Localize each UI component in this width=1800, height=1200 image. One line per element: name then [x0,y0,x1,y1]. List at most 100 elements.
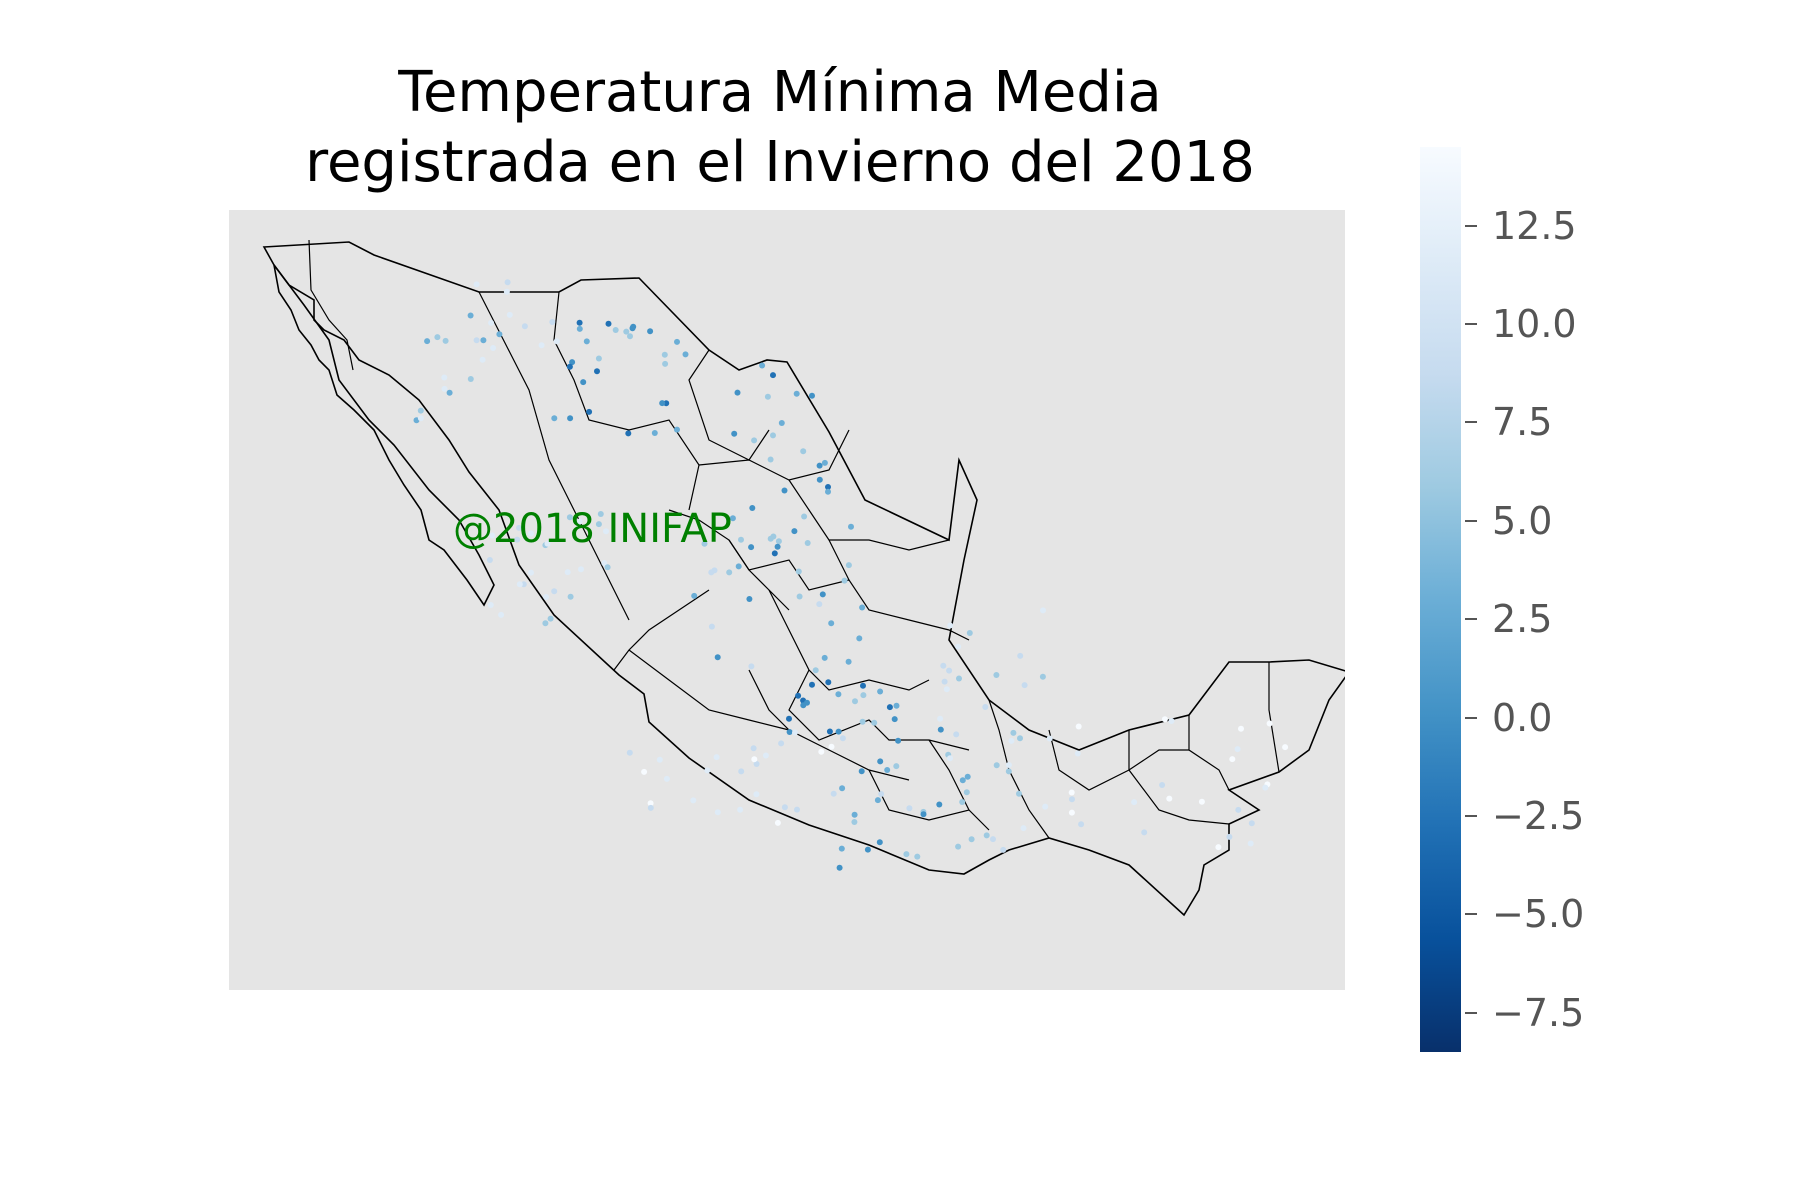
station-point [821,459,828,466]
colorbar-tick-label-7: −5.0 [1492,892,1585,937]
station-point [936,801,943,808]
station-point [701,540,708,547]
map-plot-area: @2018 INIFAP [229,210,1345,990]
station-point [1247,840,1254,847]
station-point [496,331,503,338]
station-point [748,544,755,551]
station-point [1166,795,1173,802]
station-point [446,389,453,396]
station-point [486,557,493,563]
station-point [564,569,571,576]
station-point [1017,652,1024,659]
station-point [893,763,900,770]
station-point [549,319,556,325]
station-point [576,319,583,326]
station-point [749,505,756,511]
colorbar-tick-0 [1465,224,1477,227]
station-point [795,692,802,699]
baja-california-outline [273,264,495,607]
station-point [835,691,842,698]
station-point [767,456,774,463]
station-point [877,758,884,765]
colorbar-tick-label-5: 0.0 [1492,695,1553,740]
station-point [1235,806,1242,813]
station-point [661,351,668,358]
station-point [746,596,753,602]
station-point [424,338,431,345]
station-point [759,362,766,369]
station-point [891,716,898,723]
station-point [859,718,866,725]
station-point [821,654,828,661]
station-point [576,325,583,332]
station-point [825,484,831,490]
station-point [838,845,845,852]
station-point [753,761,760,767]
station-point [731,430,738,437]
station-point [726,569,733,576]
station-point [1131,799,1138,806]
station-point [786,715,792,722]
station-point [543,594,550,600]
station-point [488,319,495,326]
station-point [775,538,782,545]
station-point [809,681,815,688]
colorbar-tick-label-8: −7.5 [1492,990,1585,1035]
station-point [983,832,990,839]
station-point [1005,768,1012,775]
station-point [877,688,884,695]
station-point [567,593,574,600]
station-point [848,523,854,530]
station-point [804,540,811,546]
station-point [1068,809,1075,816]
colorbar-tick-label-1: 10.0 [1492,302,1577,347]
station-point [774,819,781,826]
station-point [800,448,807,455]
colorbar-tick-6 [1465,814,1477,817]
station-point [851,811,858,818]
station-point [629,325,636,332]
station-point [498,611,505,618]
station-point [1248,820,1255,827]
station-point [920,811,927,818]
station-point [586,408,593,415]
station-point [441,385,448,392]
station-point [816,476,823,483]
station-point [993,672,1000,678]
station-point [828,620,835,627]
station-point [1215,844,1222,851]
station-point [417,415,424,422]
colorbar-tick-label-6: −2.5 [1492,793,1585,838]
watermark: @2018 INIFAP [453,506,732,552]
station-point [792,729,798,736]
station-point [956,675,962,682]
station-point [770,432,776,439]
station-point [895,737,902,744]
colorbar-tick-label-0: 12.5 [1492,203,1577,248]
station-point [674,338,680,345]
station-point [1020,825,1027,832]
station-point [876,839,883,846]
station-point [966,630,973,636]
station-point [734,389,741,396]
station-point [893,702,900,709]
station-point [1068,789,1075,796]
station-point [830,790,837,797]
station-point [968,836,975,843]
station-point [771,550,778,557]
station-point [864,846,871,853]
station-point [1008,737,1015,744]
station-point [1010,729,1017,736]
station-point [489,532,496,539]
station-point [940,662,947,669]
station-point [947,622,954,629]
station-point [943,686,950,693]
station-point [1078,821,1085,828]
station-point [479,356,486,363]
station-point [990,836,996,843]
station-point [1282,744,1289,751]
station-point [521,323,528,330]
colorbar [1420,147,1461,1052]
station-point [656,756,663,763]
station-point [576,518,583,525]
